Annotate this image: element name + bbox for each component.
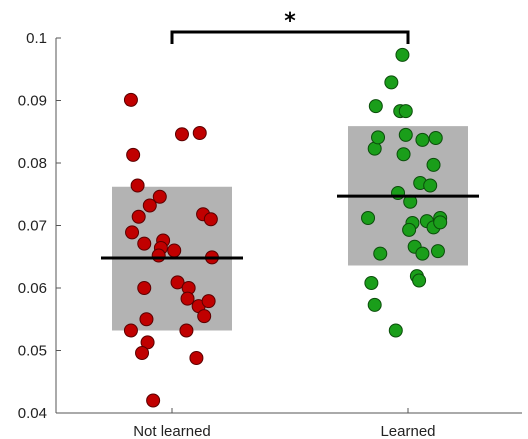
data-point [167, 243, 182, 258]
data-point [426, 157, 441, 172]
x-axis: Not learned Learned [56, 408, 522, 439]
data-point [170, 275, 185, 290]
y-tick-label: 0.07 [18, 218, 47, 235]
data-point [197, 309, 212, 324]
y-tick-label: 0.04 [18, 405, 47, 422]
data-point [398, 127, 413, 142]
x-tick-label: Not learned [133, 423, 211, 439]
data-point [139, 312, 154, 327]
data-point [430, 244, 445, 259]
data-point [423, 178, 438, 193]
data-point [415, 246, 430, 261]
data-point [123, 92, 138, 107]
data-point [125, 225, 140, 240]
data-point [201, 294, 216, 309]
data-point [412, 273, 427, 288]
data-point [368, 99, 383, 114]
x-tick-label: Learned [380, 423, 435, 439]
data-point [203, 212, 218, 227]
data-point [131, 209, 146, 224]
data-points [123, 47, 448, 408]
y-tick-label: 0.06 [18, 280, 47, 297]
data-point [146, 393, 161, 408]
data-point [142, 198, 157, 213]
data-point [395, 47, 410, 62]
data-point [398, 104, 413, 119]
data-point [123, 323, 138, 338]
data-point [373, 246, 388, 261]
data-point [364, 276, 379, 290]
data-point [135, 346, 150, 360]
data-point [137, 281, 152, 295]
y-tick-label: 0.1 [26, 30, 47, 47]
data-point [174, 127, 189, 142]
data-point [130, 178, 145, 193]
data-point [428, 131, 443, 145]
data-point [415, 132, 430, 147]
y-tick-label: 0.08 [18, 155, 47, 172]
data-point [402, 222, 417, 237]
y-tick-label: 0.05 [18, 343, 47, 360]
y-axis: 0.04 0.05 0.06 0.07 0.08 0.09 0.1 [18, 30, 61, 422]
significance-bracket: * [170, 9, 410, 44]
significance-bracket-line [170, 30, 410, 44]
y-tick-label: 0.09 [18, 93, 47, 110]
data-point [371, 130, 386, 145]
mean-lines [101, 194, 479, 260]
data-point [388, 323, 403, 338]
data-point [179, 323, 194, 338]
significance-star: * [284, 9, 296, 34]
data-point [152, 189, 167, 204]
data-point [151, 248, 166, 263]
data-point [189, 351, 204, 365]
data-point [126, 147, 141, 162]
data-point [192, 126, 207, 140]
data-point [180, 291, 195, 306]
data-point [396, 147, 411, 162]
data-point [384, 75, 399, 90]
data-point [433, 215, 448, 230]
data-point [137, 236, 152, 251]
data-point [361, 211, 376, 225]
data-point [367, 297, 382, 312]
